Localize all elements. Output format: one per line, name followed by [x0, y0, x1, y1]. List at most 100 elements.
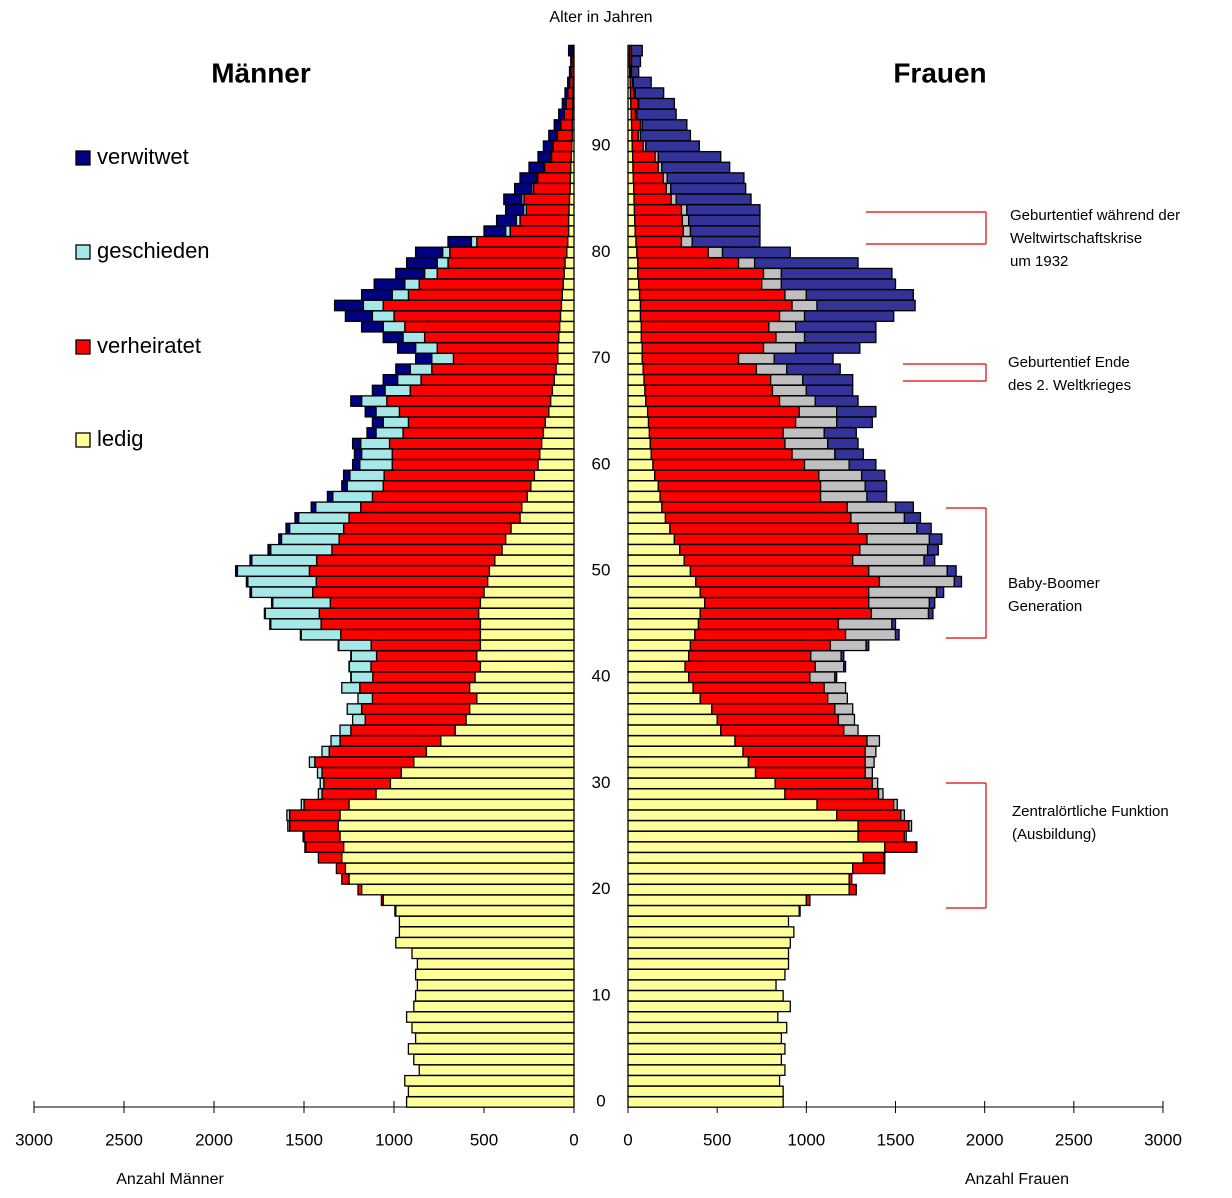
bar-segment	[690, 226, 760, 236]
bar-segment	[628, 969, 785, 979]
bar-segment	[634, 194, 671, 204]
bar-segment	[662, 502, 847, 512]
bar-segment	[316, 576, 487, 586]
bar-segment	[628, 237, 636, 247]
bar-segment	[559, 109, 564, 119]
bar-segment	[644, 375, 771, 385]
bar-segment	[246, 576, 247, 586]
bar-segment	[847, 502, 895, 512]
bar-segment	[894, 799, 898, 809]
bar-segment	[712, 704, 835, 714]
bar-segment	[477, 651, 574, 661]
bar-segment	[450, 247, 567, 257]
bar-segment	[477, 693, 574, 703]
bar-segment	[628, 491, 660, 501]
bar-segment	[628, 598, 705, 608]
bar-segment	[628, 460, 653, 470]
bar-segment	[437, 268, 564, 278]
bar-segment	[756, 768, 866, 778]
bar-segment	[628, 545, 680, 555]
bar-segment	[796, 343, 860, 353]
x-tick-label: 500	[703, 1130, 731, 1149]
bar-segment	[865, 768, 872, 778]
bar-segment	[682, 205, 687, 215]
bar-segment	[865, 757, 874, 767]
bar-segment	[628, 789, 785, 799]
bar-segment	[628, 523, 670, 533]
bar-segment	[628, 353, 642, 363]
bar-segment	[924, 555, 935, 565]
bar-segment	[815, 661, 844, 671]
bar-segment	[660, 491, 821, 501]
bar-segment	[396, 938, 574, 948]
bar-segment	[392, 290, 408, 300]
bar-segment	[628, 1001, 790, 1011]
bar-segment	[270, 619, 271, 629]
bar-segment	[896, 630, 900, 640]
bar-segment	[642, 120, 687, 130]
bar-segment	[412, 948, 574, 958]
bar-segment	[928, 608, 932, 618]
bar-segment	[398, 375, 421, 385]
bar-segment	[628, 927, 794, 937]
bar-segment	[480, 630, 574, 640]
bar-segment	[635, 226, 683, 236]
bar-segment	[849, 460, 876, 470]
bar-segment	[649, 428, 783, 438]
bar-segment	[628, 375, 644, 385]
bar-segment	[383, 300, 561, 310]
bar-segment	[628, 672, 689, 682]
bar-segment	[408, 1044, 574, 1054]
x-tick-label: 0	[623, 1130, 632, 1149]
bar-segment	[806, 290, 913, 300]
bar-segment	[405, 322, 560, 332]
bar-segment	[642, 343, 763, 353]
bar-segment	[771, 375, 803, 385]
bar-segment	[638, 258, 739, 268]
chart-title: Männer	[211, 57, 311, 88]
bar-segment	[937, 587, 944, 597]
bar-segment	[628, 980, 776, 990]
bar-segment	[628, 799, 817, 809]
bar-segment	[299, 513, 349, 523]
bar-segment	[566, 99, 573, 109]
bar-segment	[381, 895, 383, 905]
bar-segment	[417, 980, 574, 990]
bar-segment	[628, 768, 756, 778]
bar-segment	[416, 969, 574, 979]
legend-swatch	[76, 340, 90, 354]
bar-segment	[407, 1012, 574, 1022]
bar-segment	[628, 714, 717, 724]
bar-segment	[849, 884, 856, 894]
bar-segment	[865, 481, 886, 491]
legend-label: verwitwet	[97, 144, 189, 169]
bar-segment	[783, 428, 824, 438]
bar-segment	[520, 215, 569, 225]
bar-segment	[860, 545, 928, 555]
x-axis-title: Anzahl Frauen	[965, 1171, 1069, 1188]
bar-segment	[680, 545, 860, 555]
bar-segment	[633, 162, 658, 172]
bar-segment	[628, 1086, 783, 1096]
bar-segment	[351, 651, 352, 661]
bar-segment	[628, 1022, 787, 1032]
bar-segment	[480, 640, 574, 650]
bar-segment	[421, 375, 554, 385]
bar-segment	[837, 810, 901, 820]
bar-segment	[396, 906, 574, 916]
bar-segment	[569, 45, 573, 55]
bar-segment	[377, 651, 477, 661]
bar-segment	[638, 268, 764, 278]
bar-segment	[851, 513, 905, 523]
bar-segment	[330, 598, 480, 608]
bar-segment	[511, 523, 574, 533]
bar-segment	[896, 502, 914, 512]
bar-segment	[564, 268, 574, 278]
bar-segment	[628, 778, 775, 788]
bar-segment	[414, 1001, 574, 1011]
bar-segment	[764, 268, 782, 278]
x-tick-label: 0	[569, 1130, 578, 1149]
bar-segment	[342, 683, 360, 693]
bar-segment	[869, 566, 947, 576]
